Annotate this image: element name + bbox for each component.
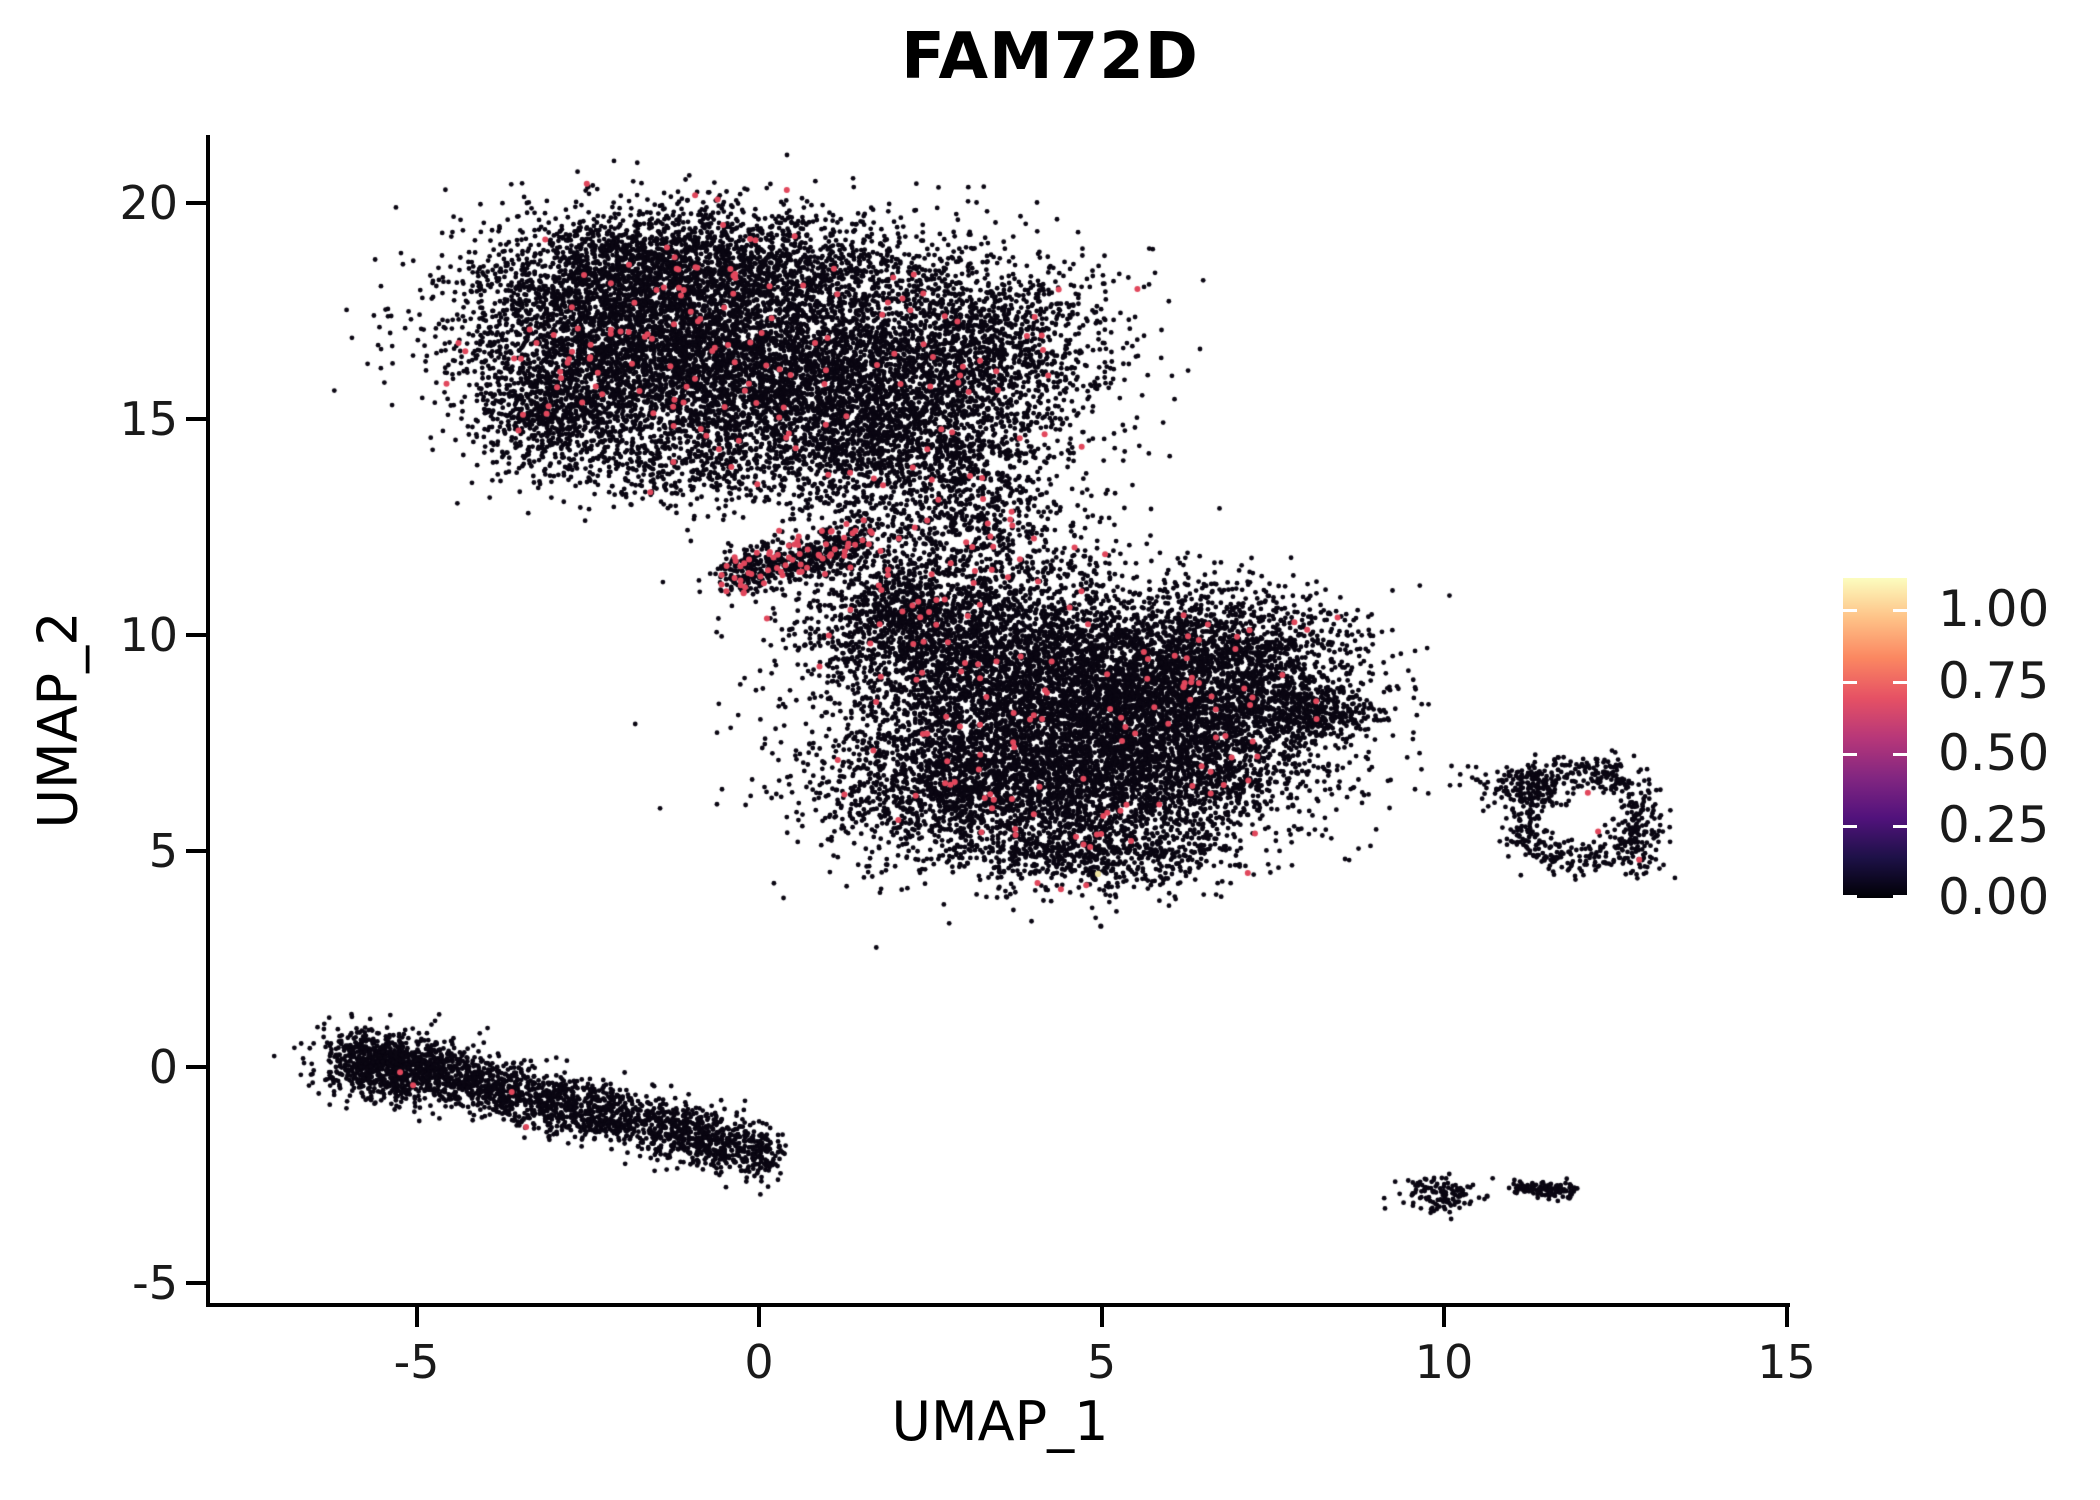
y-tick-label: -5 [132,1256,178,1310]
colorbar-tick [1893,609,1907,612]
y-axis-label: UMAP_2 [26,611,90,829]
y-tick-mark [186,1065,206,1069]
colorbar-label: 0.50 [1938,723,2050,782]
colorbar-tick [1843,752,1857,756]
y-tick-label: 5 [148,824,178,878]
x-tick-mark [414,1307,419,1327]
colorbar-gradient [1843,578,1907,898]
y-tick-mark [186,849,206,853]
x-axis-label: UMAP_1 [891,1390,1109,1453]
x-tick-label: 5 [1086,1335,1117,1389]
x-tick-label: -5 [393,1335,440,1389]
colorbar-tick [1843,609,1857,612]
colorbar-label: 0.00 [1938,867,2050,926]
y-tick-label: 10 [119,608,178,662]
y-tick-label: 20 [119,176,178,230]
x-tick-label: 15 [1757,1335,1816,1389]
y-tick-mark [186,1281,206,1285]
colorbar-tick [1893,895,1907,898]
x-tick-label: 10 [1414,1335,1474,1389]
colorbar-label: 0.75 [1938,651,2050,710]
colorbar-tick [1843,824,1857,828]
x-tick-mark [1442,1307,1446,1327]
y-tick-label: 15 [119,392,178,446]
colorbar-tick [1893,752,1907,756]
y-tick-mark [186,417,206,421]
y-tick-mark [186,633,206,637]
x-axis-line [206,1303,1790,1307]
colorbar-label: 0.25 [1938,795,2050,854]
plot-title: FAM72D [901,20,1199,94]
x-tick-label: 0 [744,1335,774,1389]
x-tick-mark [1784,1307,1789,1327]
colorbar-tick [1893,680,1907,684]
colorbar-tick [1843,680,1857,684]
y-tick-mark [186,201,206,205]
colorbar-tick [1843,895,1857,898]
colorbar-tick [1893,824,1907,828]
x-tick-mark [757,1307,761,1327]
y-axis-line [206,135,210,1307]
y-tick-label: 0 [148,1040,178,1094]
colorbar-label: 1.00 [1938,580,2050,638]
x-tick-mark [1099,1307,1104,1327]
